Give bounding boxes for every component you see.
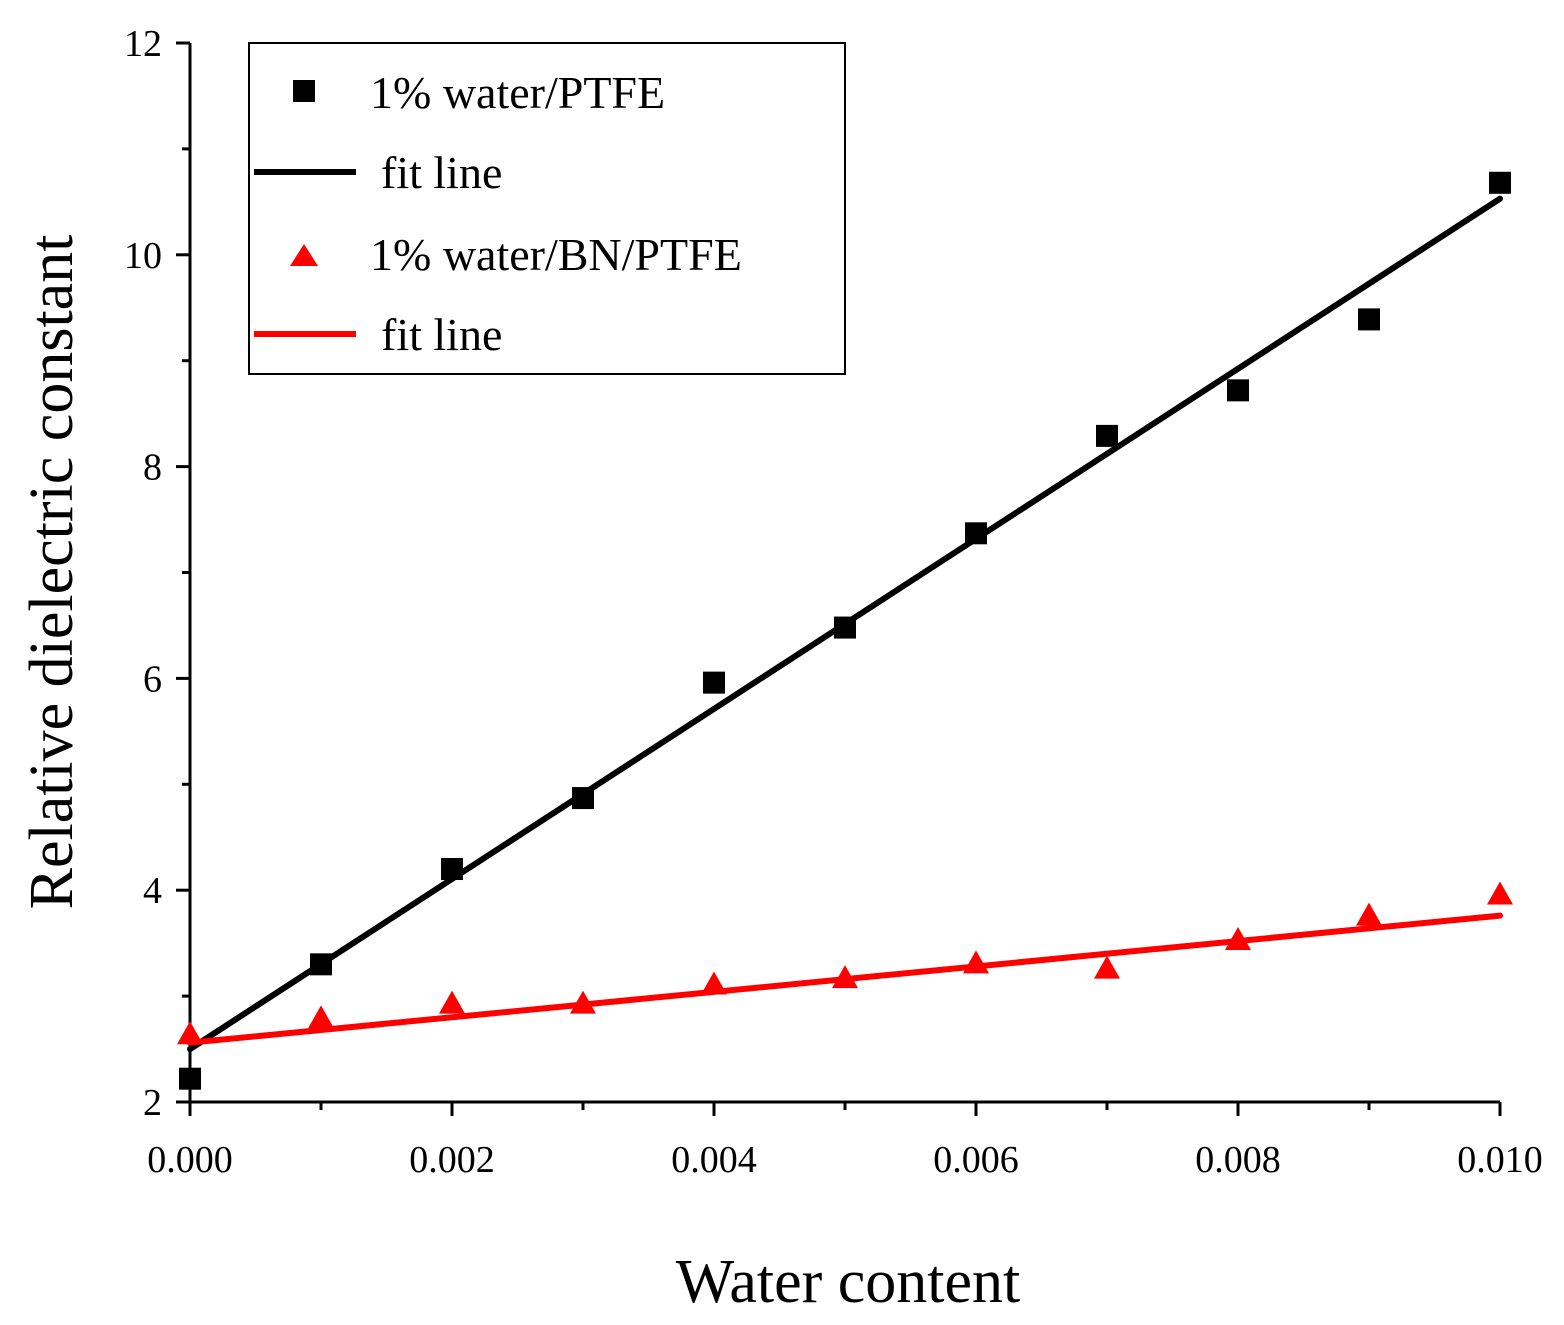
data-point-square [703,671,725,694]
data-point-square [1489,171,1511,194]
data-point-square [441,858,463,881]
x-tick-label: 0.008 [1195,1139,1281,1181]
y-axis: 2 4 6 8 10 12 [124,23,190,1124]
data-point-square [1096,424,1118,447]
data-point-triangle [570,990,596,1014]
series-points-3 [177,881,1513,1045]
legend-marker-triangle [290,244,318,266]
y-tick-label: 6 [143,658,162,700]
legend-label-series-1: 1% water/PTFE [370,67,665,118]
legend-label-series-3: 1% water/BN/PTFE [370,229,742,280]
data-point-triangle [308,1005,334,1029]
data-point-triangle [963,950,989,974]
legend-box [248,42,846,375]
data-point-triangle [1094,955,1120,979]
y-axis-title: Relative dielectric constant [18,235,86,910]
data-point-square [965,522,987,545]
legend-marker-square [293,80,315,102]
data-point-square [310,953,332,976]
y-tick-label: 2 [143,1082,162,1124]
legend-label-series-4: fit line [381,309,502,360]
data-point-triangle [832,965,858,989]
data-point-square [834,616,856,639]
series-points-1 [179,171,1511,1090]
y-tick-label: 8 [143,447,162,489]
data-point-square [1358,308,1380,331]
x-tick-label: 0.000 [147,1139,233,1181]
data-point-square [179,1067,201,1090]
x-tick-label: 0.006 [933,1139,1019,1181]
data-point-square [572,787,594,810]
y-tick-label: 12 [124,23,162,65]
x-tick-label: 0.002 [409,1139,495,1181]
x-axis-title: Water content [676,1248,1020,1316]
legend-label-series-2: fit line [381,147,502,198]
data-point-triangle [701,971,727,995]
y-tick-label: 4 [143,870,162,912]
data-point-square [1227,379,1249,402]
data-point-triangle [177,1021,203,1045]
data-point-triangle [1487,881,1513,905]
y-tick-label: 10 [124,235,162,277]
series-layer [177,171,1513,1090]
legend: 1% water/PTFE fit line 1% water/BN/PTFE … [248,42,846,375]
data-point-triangle [1356,902,1382,926]
x-tick-label: 0.010 [1457,1139,1543,1181]
data-point-triangle [1225,927,1251,951]
x-tick-label: 0.004 [671,1139,757,1181]
data-point-triangle [439,990,465,1014]
x-axis: 0.000 0.002 0.004 0.006 0.008 0.010 [147,1102,1543,1181]
